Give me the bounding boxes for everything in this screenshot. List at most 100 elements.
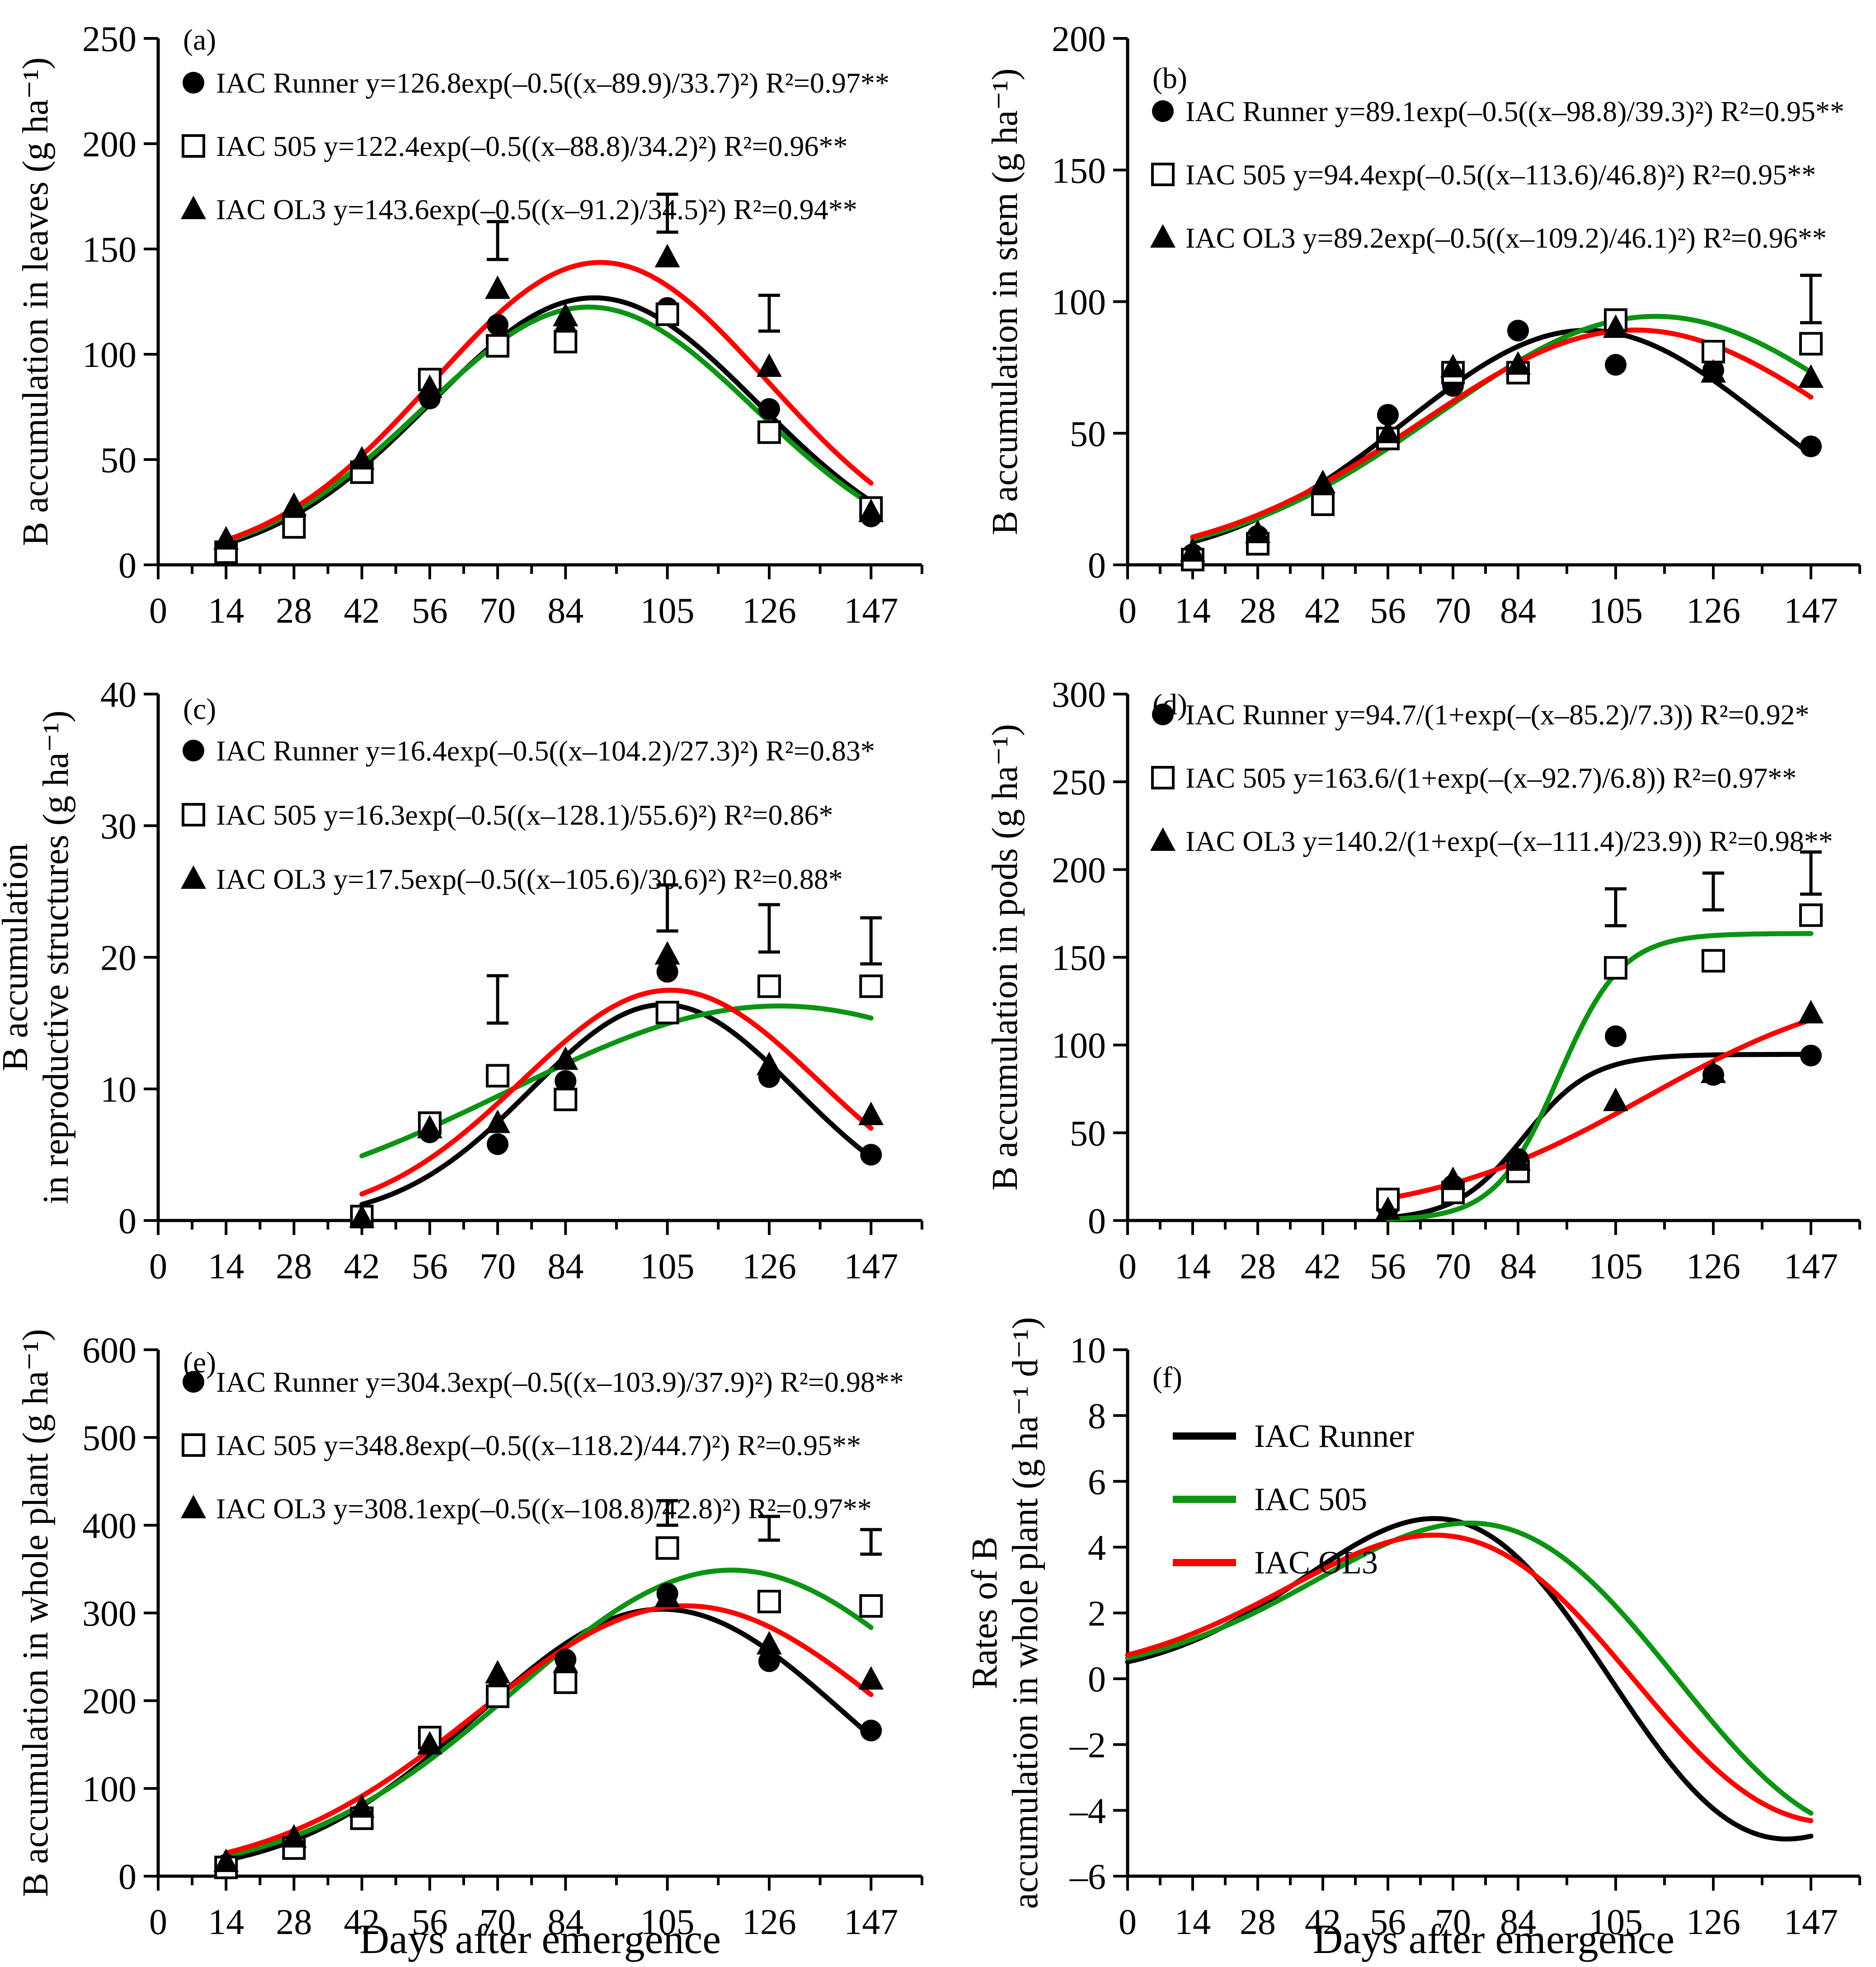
filled-triangle-marker — [1310, 469, 1335, 493]
x-tick-label: 42 — [1305, 591, 1341, 631]
y-tick-label: 150 — [1052, 939, 1106, 978]
y-tick-label: 0 — [118, 546, 136, 586]
y-tick-label: 200 — [1052, 19, 1106, 59]
filled-triangle-marker — [757, 353, 782, 377]
filled-triangle-marker — [1440, 1166, 1466, 1190]
y-tick-label: 10 — [100, 1070, 136, 1110]
y-tick-label: 200 — [1052, 850, 1106, 890]
x-tick-labels: 0 14 28 42 56 70 84 105 126 147 — [149, 1902, 898, 1942]
x-tick-label: 56 — [412, 1247, 448, 1286]
x-tick-label: 147 — [1784, 1902, 1838, 1942]
chart-b: 0 14 28 42 56 70 84 105 126 147 0 50 100 150 200 B accu… — [985, 19, 1861, 631]
y-axis-title: B accumulation in whole plant (g ha⁻¹) — [16, 1329, 56, 1897]
series-iac-ol3-points — [213, 244, 884, 550]
x-tick-label: 147 — [844, 1902, 898, 1942]
x-ticks — [157, 1876, 923, 1891]
y-tick-label: 0 — [1088, 546, 1106, 586]
x-tick-label: 14 — [208, 1247, 244, 1286]
filled-circle-marker — [1800, 435, 1822, 457]
filled-triangle-marker — [553, 303, 578, 327]
chart-a: 0 14 28 42 56 70 84 105 126 147 0 50 100 150 200 250 B a… — [16, 19, 923, 631]
legend-label: IAC 505 y=348.8exp(–0.5((x–118.2)/44.7)²… — [216, 1429, 861, 1461]
open-square-marker — [486, 1684, 510, 1708]
legend-label: IAC 505 y=16.3exp(–0.5((x–128.1)/55.6)²)… — [216, 799, 833, 831]
y-tick-label: –2 — [1069, 1726, 1106, 1765]
open-square-marker — [486, 1064, 510, 1088]
filled-triangle-marker — [1375, 419, 1401, 443]
legend-label: IAC 505 y=94.4exp(–0.5((x–113.6)/46.8)²)… — [1185, 159, 1816, 191]
series-iac-ol3-points — [1375, 1000, 1824, 1220]
y-tick-label: 300 — [1052, 675, 1106, 715]
x-tick-label: 42 — [1305, 1247, 1341, 1286]
series-iac-505-points — [214, 302, 883, 564]
y-tick-label: 200 — [82, 125, 136, 164]
x-tick-label: 126 — [1686, 591, 1740, 631]
y-tick-label: 50 — [100, 441, 136, 480]
x-tick-label: 0 — [1119, 1902, 1137, 1942]
y-tick-label: 600 — [82, 1331, 136, 1371]
filled-circle-marker — [487, 314, 509, 336]
x-tick-label: 42 — [344, 591, 380, 631]
legend-filled-triangle — [1150, 224, 1175, 248]
open-square-marker — [1702, 340, 1725, 364]
y-axis-title-line: B accumulation in pods (g ha⁻¹) — [985, 724, 1025, 1191]
x-tick-label: 28 — [1240, 1902, 1276, 1942]
filled-circle-marker — [1605, 1025, 1627, 1047]
chart-c: 0 14 28 42 56 70 84 105 126 147 0 10 20 30 40 B accumul… — [0, 675, 923, 1286]
x-tick-label: 105 — [640, 591, 695, 631]
x-tick-label: 84 — [547, 591, 583, 631]
x-tick-label: 0 — [149, 591, 167, 631]
open-square-marker — [486, 334, 510, 358]
y-axis-title-line: in reproductive structures (g ha⁻¹) — [36, 710, 76, 1204]
legend-label: IAC 505 — [1254, 1481, 1367, 1517]
filled-circle-marker — [1605, 354, 1627, 376]
legend-filled-circle — [183, 740, 204, 761]
open-square-marker — [655, 1000, 679, 1024]
error-bars — [1605, 850, 1822, 928]
x-tick-label: 56 — [412, 591, 448, 631]
filled-triangle-marker — [349, 1794, 375, 1818]
y-tick-label: 50 — [1070, 1114, 1106, 1154]
legend-label: IAC Runner y=16.4exp(–0.5((x–104.2)/27.3… — [216, 735, 875, 767]
legend-open-square — [182, 1433, 205, 1457]
x-tick-label: 70 — [480, 591, 516, 631]
x-tick-label: 14 — [1175, 1247, 1211, 1286]
x-tick-label: 28 — [276, 1247, 312, 1286]
legend-filled-triangle — [181, 1495, 206, 1518]
panel-c: 0 14 28 42 56 70 84 105 126 147 0 10 20 30 40 B accumul… — [0, 656, 938, 1311]
legend-open-square — [1151, 766, 1175, 789]
y-tick-label: 100 — [1052, 283, 1106, 323]
x-tick-label: 0 — [149, 1902, 167, 1942]
legend: IAC Runner IAC 505 IAC OL3 — [1173, 1418, 1414, 1581]
legend: IAC Runner y=89.1exp(–0.5((x–98.8)/39.3)… — [1150, 95, 1844, 254]
y-tick-label: 40 — [100, 675, 136, 715]
x-tick-labels: 0 14 28 42 56 70 84 105 126 147 — [149, 591, 898, 631]
filled-triangle-marker — [858, 1666, 884, 1690]
legend-filled-circle — [1152, 100, 1174, 122]
x-tick-label: 42 — [344, 1902, 380, 1942]
x-tick-label: 126 — [1686, 1902, 1740, 1942]
filled-triangle-marker — [1701, 359, 1726, 383]
y-tick-label: 2 — [1088, 1594, 1106, 1634]
y-ticks — [144, 693, 158, 1222]
series-iac-ol3-points — [1180, 314, 1824, 562]
axes — [156, 694, 922, 1222]
y-axis-title-line: B accumulation in leaves (g ha⁻¹) — [16, 57, 56, 546]
legend-label: IAC Runner — [1254, 1418, 1414, 1454]
x-tick-label: 0 — [1119, 591, 1137, 631]
panel-b: 0 14 28 42 56 70 84 105 126 147 0 50 100 150 200 B accu… — [938, 0, 1876, 656]
axes — [156, 38, 922, 567]
filled-triangle-marker — [654, 1583, 680, 1607]
y-tick-label: 400 — [82, 1506, 136, 1546]
x-tick-label: 70 — [1435, 591, 1471, 631]
x-tick-label: 84 — [1500, 591, 1536, 631]
y-tick-label: 50 — [1070, 414, 1106, 454]
filled-triangle-marker — [553, 1046, 578, 1070]
legend-open-square — [1151, 163, 1175, 186]
open-square-marker — [282, 515, 306, 539]
y-axis-title-line: accumulation in whole plant (g ha⁻¹ d⁻¹) — [1006, 1317, 1045, 1909]
open-square-marker — [655, 302, 679, 326]
series-iac-505-curve — [359, 1003, 874, 1159]
